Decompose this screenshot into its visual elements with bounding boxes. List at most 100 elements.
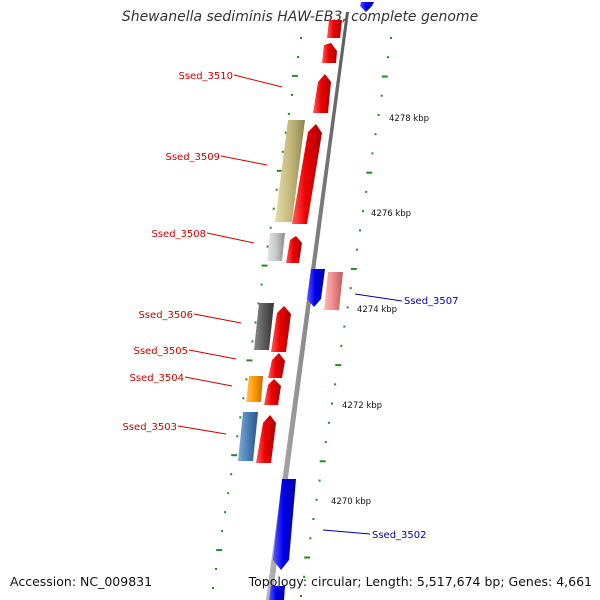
minor-tick bbox=[257, 302, 260, 305]
major-tick bbox=[216, 549, 223, 552]
major-tick bbox=[276, 169, 283, 172]
minor-tick bbox=[324, 441, 327, 444]
minor-tick bbox=[331, 402, 333, 405]
minor-tick bbox=[230, 473, 233, 476]
minor-tick bbox=[390, 37, 392, 39]
minor-tick bbox=[281, 150, 284, 153]
minor-tick bbox=[287, 112, 290, 115]
minor-tick bbox=[365, 190, 368, 193]
gene-label-ssed-3504[interactable]: Ssed_3504 bbox=[129, 373, 184, 384]
minor-tick bbox=[343, 325, 346, 328]
cds-arrow-blue[interactable] bbox=[269, 586, 285, 600]
minor-tick bbox=[224, 511, 227, 514]
kbp-label: 4276 kbp bbox=[371, 209, 411, 219]
major-tick bbox=[261, 264, 268, 267]
genome-summary-text: Topology: circular; Length: 5,517,674 bp… bbox=[248, 574, 592, 589]
minor-tick bbox=[300, 595, 302, 597]
gene-block-steelblue-ssed-3503[interactable] bbox=[238, 412, 258, 461]
inner-tick-ring bbox=[212, 37, 302, 589]
minor-tick bbox=[236, 435, 239, 438]
major-tick bbox=[231, 454, 238, 457]
kbp-scale: 4278 kbp 4276 kbp 4274 kbp 4272 kbp 4270… bbox=[331, 114, 429, 507]
minor-tick bbox=[355, 248, 358, 251]
gene-label-ssed-3510[interactable]: Ssed_3510 bbox=[178, 71, 233, 82]
kbp-label: 4270 kbp bbox=[331, 497, 371, 507]
cds-arrow-red-ssed-3503[interactable] bbox=[256, 415, 276, 463]
kbp-label: 4272 kbp bbox=[342, 401, 382, 411]
gene-label-ssed-3503[interactable]: Ssed_3503 bbox=[122, 422, 177, 433]
cds-arrow-red-ssed-3504[interactable] bbox=[264, 379, 281, 405]
gene-block-pink-ssed-3507[interactable] bbox=[324, 272, 343, 310]
outer-tick-ring bbox=[300, 37, 392, 597]
gene-label-ssed-3502[interactable]: Ssed_3502 bbox=[372, 530, 427, 541]
cds-arrow-red-ssed-3508[interactable] bbox=[286, 236, 302, 263]
gene-label-ssed-3506[interactable]: Ssed_3506 bbox=[138, 310, 193, 321]
minor-tick bbox=[275, 188, 278, 191]
minor-tick bbox=[315, 498, 318, 501]
cds-arrow-blue-ssed-3507[interactable] bbox=[307, 269, 325, 307]
gene-label-ssed-3508[interactable]: Ssed_3508 bbox=[151, 229, 206, 240]
minor-tick bbox=[284, 131, 287, 134]
cds-arrow-red[interactable] bbox=[322, 43, 337, 63]
gene-block-lightgray-ssed-3508[interactable] bbox=[267, 233, 285, 261]
gene-label-ssed-3505[interactable]: Ssed_3505 bbox=[133, 346, 188, 357]
cds-arrow-red[interactable] bbox=[327, 20, 342, 38]
minor-tick bbox=[269, 226, 272, 229]
minor-tick bbox=[215, 568, 217, 570]
minor-tick bbox=[386, 56, 389, 59]
major-tick bbox=[304, 556, 311, 559]
feature-group-left bbox=[238, 20, 342, 463]
gene-labels-right: Ssed_3507 Ssed_3502 bbox=[322, 293, 459, 541]
minor-tick bbox=[254, 321, 257, 324]
gene-label-ssed-3509[interactable]: Ssed_3509 bbox=[165, 152, 220, 163]
genome-backbone bbox=[266, 12, 349, 600]
gene-block-khaki-ssed-3509[interactable] bbox=[275, 120, 305, 222]
minor-tick bbox=[349, 287, 352, 290]
minor-tick bbox=[290, 93, 293, 96]
cds-arrow-red-ssed-3509[interactable] bbox=[292, 124, 322, 224]
minor-tick bbox=[340, 344, 343, 347]
minor-tick bbox=[318, 479, 321, 482]
cds-arrow-blue[interactable] bbox=[360, 2, 374, 12]
major-tick bbox=[291, 74, 298, 77]
cds-arrow-red-ssed-3506[interactable] bbox=[271, 306, 291, 352]
minor-tick bbox=[260, 283, 263, 286]
minor-tick bbox=[371, 152, 374, 155]
gene-label-ssed-3507[interactable]: Ssed_3507 bbox=[404, 296, 459, 307]
cds-arrow-blue-ssed-3502[interactable] bbox=[273, 479, 296, 570]
minor-tick bbox=[212, 587, 214, 589]
major-tick bbox=[381, 75, 388, 78]
minor-tick bbox=[245, 378, 248, 381]
accession-text: Accession: NC_009831 bbox=[10, 574, 153, 589]
minor-tick bbox=[303, 575, 306, 578]
minor-tick bbox=[359, 229, 361, 232]
feature-group-right bbox=[269, 2, 374, 600]
gene-block-orange-ssed-3504[interactable] bbox=[246, 376, 263, 402]
minor-tick bbox=[334, 383, 337, 386]
major-tick bbox=[319, 460, 326, 463]
minor-tick bbox=[239, 416, 242, 419]
minor-tick bbox=[272, 207, 275, 210]
kbp-label: 4278 kbp bbox=[389, 114, 429, 124]
minor-tick bbox=[377, 114, 380, 116]
cds-arrow-red-ssed-3505[interactable] bbox=[268, 353, 285, 378]
minor-tick bbox=[362, 210, 365, 213]
gene-block-darkgray-ssed-3506[interactable] bbox=[254, 303, 274, 350]
minor-tick bbox=[327, 421, 330, 424]
minor-tick bbox=[380, 94, 383, 97]
minor-tick bbox=[221, 530, 224, 533]
major-tick bbox=[335, 364, 342, 367]
cds-arrow-red-ssed-3510[interactable] bbox=[313, 74, 331, 113]
minor-tick bbox=[266, 245, 269, 248]
kbp-label: 4274 kbp bbox=[357, 305, 397, 315]
map-title: Shewanella sediminis HAW-EB3, complete g… bbox=[121, 9, 479, 25]
minor-tick bbox=[251, 340, 254, 343]
minor-tick bbox=[242, 397, 245, 400]
minor-tick bbox=[374, 133, 377, 136]
minor-tick bbox=[297, 56, 299, 58]
minor-tick bbox=[300, 37, 302, 39]
minor-tick bbox=[309, 537, 312, 540]
major-tick bbox=[350, 267, 357, 270]
major-tick bbox=[366, 171, 373, 174]
